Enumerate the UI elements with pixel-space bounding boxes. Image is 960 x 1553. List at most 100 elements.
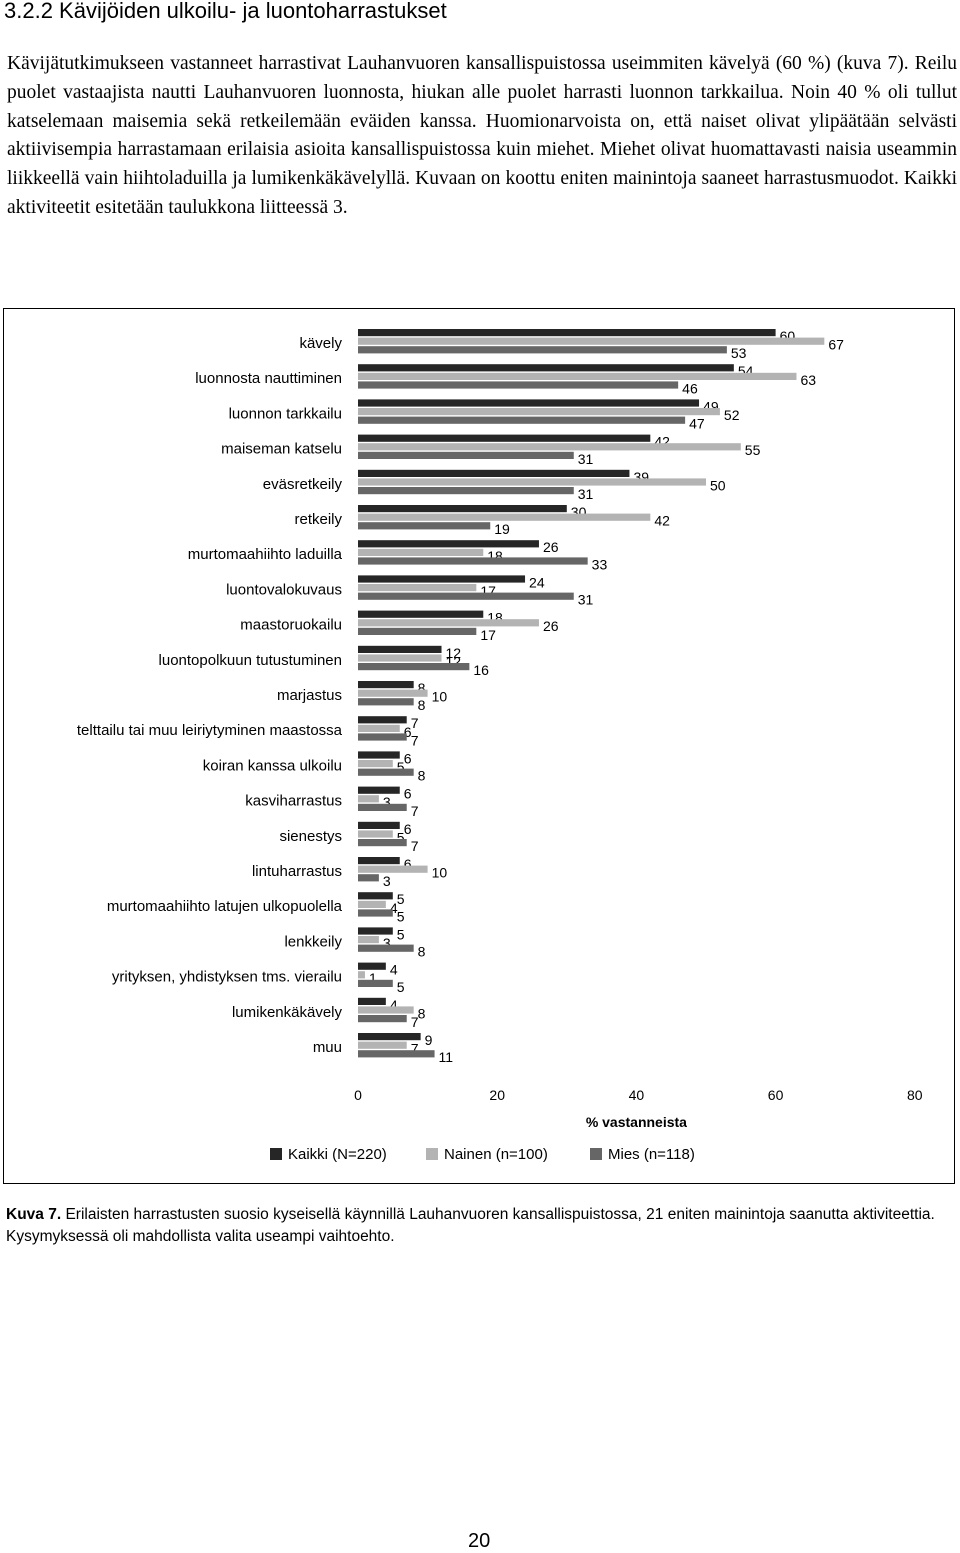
data-label: 7 <box>411 838 419 854</box>
category-label: lenkkeily <box>284 933 342 950</box>
data-label: 17 <box>480 627 496 643</box>
bar <box>358 399 700 407</box>
category-label: eväsretkeily <box>263 476 343 493</box>
legend-label: Nainen (n=100) <box>444 1146 548 1163</box>
data-label: 8 <box>418 768 426 784</box>
bar <box>358 346 727 354</box>
data-label: 11 <box>439 1049 454 1065</box>
data-label: 8 <box>418 944 426 960</box>
bar <box>358 997 386 1005</box>
data-label: 7 <box>411 1014 419 1030</box>
category-label: sienestys <box>279 828 342 845</box>
bar <box>358 329 776 337</box>
data-label: 7 <box>411 715 419 731</box>
data-label: 5 <box>397 908 405 924</box>
data-label: 7 <box>411 732 419 748</box>
legend-swatch <box>426 1148 438 1160</box>
bar <box>358 592 574 600</box>
bar <box>358 505 567 513</box>
category-label: luonnon tarkkailu <box>229 405 342 422</box>
bar <box>358 557 588 565</box>
data-label: 1 <box>369 970 377 986</box>
caption-label: Kuva 7. <box>6 1206 62 1223</box>
data-label: 5 <box>397 891 405 907</box>
data-label: 10 <box>432 689 448 705</box>
category-label: lumikenkäkävely <box>232 1004 343 1021</box>
bar <box>358 768 414 776</box>
data-label: 8 <box>418 680 426 696</box>
bar <box>358 513 651 521</box>
data-label: 53 <box>731 345 747 361</box>
bar <box>358 760 393 768</box>
data-label: 6 <box>404 856 412 872</box>
bar <box>358 971 365 979</box>
bar <box>358 830 393 838</box>
bar <box>358 786 400 794</box>
bar <box>358 1015 407 1023</box>
body-paragraph: Kävijätutkimukseen vastanneet harrastiva… <box>7 53 957 218</box>
data-label: 3 <box>383 794 391 810</box>
bar <box>358 927 393 935</box>
bar <box>358 1006 414 1014</box>
bar <box>358 451 574 459</box>
x-axis-label: % vastanneista <box>586 1114 687 1130</box>
bar <box>358 892 393 900</box>
data-label: 46 <box>682 380 698 396</box>
bar <box>358 803 407 811</box>
bar <box>358 364 734 372</box>
data-label: 4 <box>390 997 398 1013</box>
data-label: 6 <box>404 821 412 837</box>
bar <box>358 909 393 917</box>
bar <box>358 865 428 873</box>
category-label: lintuharrastus <box>252 863 342 880</box>
legend-swatch <box>590 1148 602 1160</box>
bar <box>358 381 679 389</box>
data-label: 4 <box>390 900 398 916</box>
data-label: 5 <box>397 926 405 942</box>
bar <box>358 979 393 987</box>
bar <box>358 337 825 345</box>
data-label: 3 <box>383 873 391 889</box>
data-label: 8 <box>418 697 426 713</box>
bar <box>358 821 400 829</box>
bar <box>358 416 686 424</box>
caption-text: Erilaisten harrastusten suosio kyseisell… <box>6 1206 935 1245</box>
bar <box>358 663 470 671</box>
bar-chart: kävely luonnosta nauttiminen luonnon tarkk… <box>77 328 923 1163</box>
data-label: 63 <box>800 372 816 388</box>
bar <box>358 610 484 618</box>
bar <box>358 900 386 908</box>
bar <box>358 724 400 732</box>
bar <box>358 751 400 759</box>
bar <box>358 443 741 451</box>
bar <box>358 1033 421 1041</box>
data-label: 7 <box>411 803 419 819</box>
bar <box>358 645 442 653</box>
bar <box>358 372 797 380</box>
chart-frame: kävely luonnosta nauttiminen luonnon tarkk… <box>3 308 955 1184</box>
x-tick-label: 80 <box>907 1087 923 1103</box>
data-label: 31 <box>578 592 594 608</box>
x-tick-label: 60 <box>768 1087 784 1103</box>
category-label: murtomaahiihto latujen ulkopuolella <box>107 898 343 915</box>
bar <box>358 795 379 803</box>
category-label: kasviharrastus <box>245 793 342 810</box>
category-label: yrityksen, yhdistyksen tms. vierailu <box>112 969 342 986</box>
legend-label: Mies (n=118) <box>608 1146 695 1163</box>
x-tick-label: 20 <box>489 1087 505 1103</box>
category-label: maastoruokailu <box>240 617 342 634</box>
bar <box>358 469 630 477</box>
category-label: koiran kanssa ulkoilu <box>203 757 342 774</box>
data-label: 6 <box>404 750 412 766</box>
category-label: kävely <box>299 335 342 352</box>
bar <box>358 478 706 486</box>
data-label: 4 <box>390 962 398 978</box>
data-label: 16 <box>473 662 489 678</box>
data-label: 31 <box>578 486 594 502</box>
bar <box>358 698 414 706</box>
bar <box>358 733 407 741</box>
bar <box>358 874 379 882</box>
category-label: retkeily <box>294 511 342 528</box>
bar <box>358 627 477 635</box>
category-label: luonnosta nauttiminen <box>195 370 342 387</box>
